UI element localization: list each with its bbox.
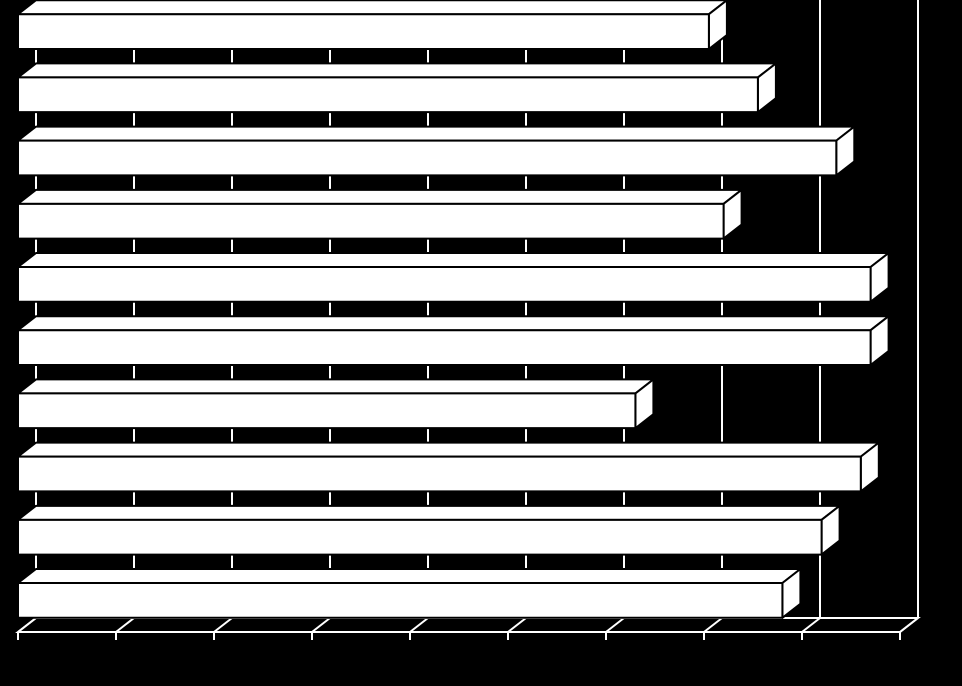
bar bbox=[18, 506, 840, 555]
bar bbox=[18, 253, 889, 302]
bar bbox=[18, 443, 879, 492]
bar bbox=[18, 127, 854, 176]
bar bbox=[18, 379, 653, 428]
bar bbox=[18, 316, 889, 365]
bar-chart-3d bbox=[0, 0, 962, 686]
bar bbox=[18, 190, 742, 239]
bar bbox=[18, 569, 800, 618]
bar bbox=[18, 0, 727, 49]
bar bbox=[18, 63, 776, 112]
